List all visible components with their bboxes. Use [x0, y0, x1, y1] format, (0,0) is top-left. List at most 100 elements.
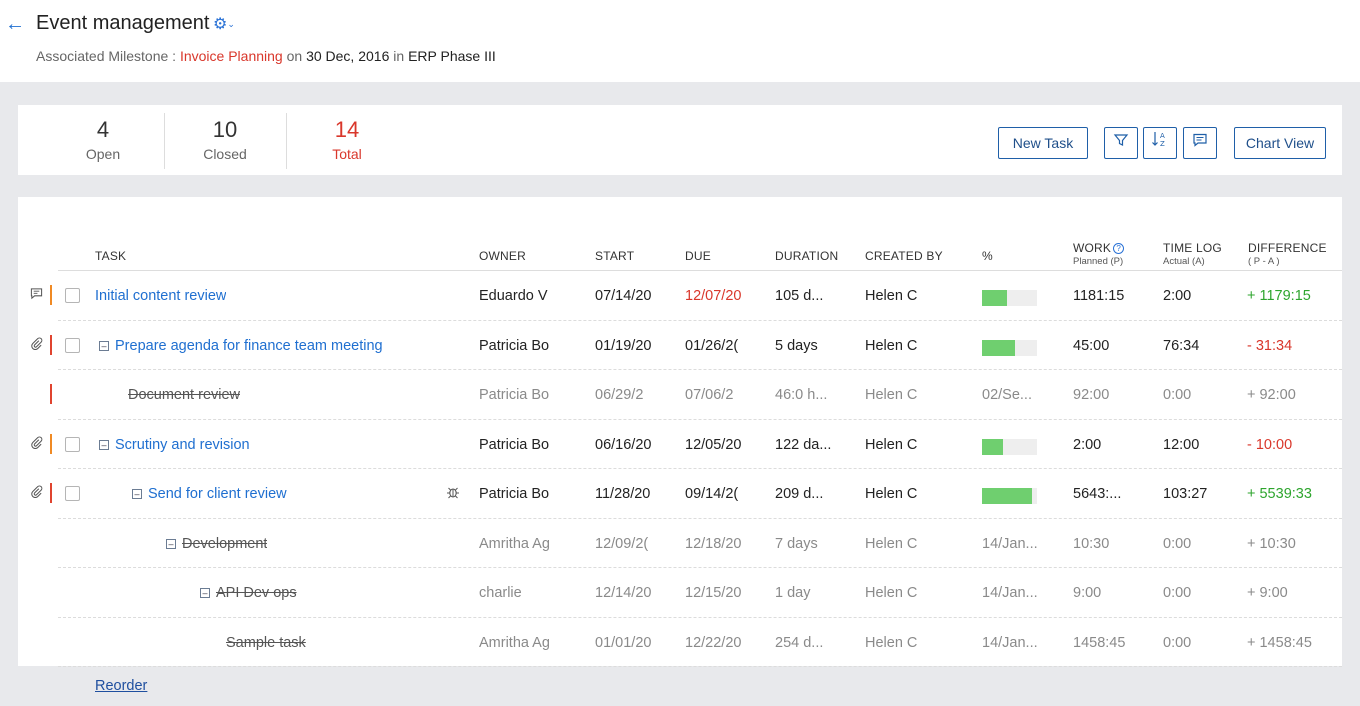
new-task-button[interactable]: New Task: [998, 127, 1088, 159]
task-cell: – Development: [166, 535, 267, 553]
time-log-cell: 0:00: [1163, 585, 1192, 601]
task-checkbox[interactable]: [65, 486, 80, 501]
chart-view-button[interactable]: Chart View: [1234, 127, 1326, 159]
paperclip-icon[interactable]: [30, 337, 43, 355]
col-created-by[interactable]: CREATED BY: [865, 249, 943, 263]
priority-indicator: [50, 433, 52, 454]
created-by-cell: Helen C: [865, 337, 918, 354]
task-name[interactable]: Scrutiny and revision: [115, 436, 250, 453]
task-name[interactable]: Document review: [128, 387, 241, 403]
duration-cell: 105 d...: [775, 288, 824, 304]
due-cell: 07/06/2: [685, 387, 734, 403]
task-checkbox[interactable]: [65, 337, 80, 353]
comment-icon[interactable]: [1183, 127, 1217, 159]
table-row[interactable]: – API Dev ops charlie 12/14/20 12/15/20 1 day…: [18, 568, 1342, 618]
due-cell: 12/07/20: [685, 288, 742, 304]
bug-icon[interactable]: [446, 485, 460, 502]
due-cell: 09/14/2(: [685, 486, 739, 502]
col-work-sub: Planned (P): [1073, 256, 1124, 267]
table-row[interactable]: Initial content review Eduardo V 07/14/20 1…: [18, 271, 1342, 321]
task-cell: – API Dev ops: [200, 584, 297, 602]
col-time-log-sub: Actual (A): [1163, 256, 1205, 267]
paperclip-icon[interactable]: [30, 485, 43, 503]
table-row[interactable]: Sample task Amritha Ag 01/01/20 12/22/20 254…: [18, 618, 1342, 667]
reorder-link[interactable]: Reorder: [95, 678, 148, 694]
duration-cell: 46:0 h...: [775, 387, 828, 403]
paperclip-icon[interactable]: [30, 436, 43, 454]
created-by-cell: Helen C: [865, 535, 918, 552]
task-checkbox[interactable]: [65, 288, 80, 303]
task-name[interactable]: Prepare agenda for finance team meeting: [115, 337, 383, 354]
help-icon[interactable]: ?: [1113, 243, 1125, 254]
progress-fill: [982, 438, 1003, 455]
row-divider: [58, 567, 1342, 568]
duration-cell: 122 da...: [775, 436, 832, 453]
table-row[interactable]: – Scrutiny and revision Patricia Bo 06/16/2…: [18, 420, 1342, 469]
work-cell: 1181:15: [1073, 288, 1125, 304]
table-row[interactable]: – Send for client review Patricia Bo 11/28/…: [18, 469, 1342, 519]
owner-cell: charlie: [479, 585, 522, 601]
col-start[interactable]: START: [595, 249, 635, 263]
gear-dropdown-icon[interactable]: ⚙⌄: [213, 16, 235, 33]
closed-count: 10: [212, 117, 238, 142]
progress-fill: [982, 290, 1007, 306]
total-label: Total: [332, 146, 362, 162]
work-cell: 92:00: [1073, 387, 1110, 403]
col-percent[interactable]: %: [982, 249, 993, 263]
row-divider: [58, 666, 1342, 667]
page-header: ← Event management ⚙⌄ Associated Milesto…: [0, 0, 1360, 82]
total-stat[interactable]: 14 Total: [287, 115, 407, 163]
col-duration[interactable]: DURATION: [775, 249, 839, 263]
col-work[interactable]: WORK? Planned (P): [1073, 241, 1125, 267]
col-due[interactable]: DUE: [685, 249, 711, 263]
created-by-cell: Helen C: [865, 585, 918, 601]
difference-cell: + 9:00: [1247, 585, 1288, 601]
col-time-log[interactable]: TIME LOG Actual (A): [1163, 241, 1222, 267]
row-divider: [58, 616, 1342, 618]
percent-cell: 14/Jan...: [982, 634, 1038, 651]
task-cell: Initial content review: [95, 287, 226, 305]
arrow-left-icon[interactable]: ←: [5, 13, 25, 35]
filter-icon[interactable]: [1104, 127, 1138, 159]
task-name[interactable]: Development: [182, 535, 268, 552]
comment-icon[interactable]: [30, 287, 43, 305]
collapse-icon[interactable]: –: [99, 439, 109, 450]
created-by-cell: Helen C: [865, 387, 918, 403]
table-row[interactable]: – Prepare agenda for finance team meeting…: [18, 321, 1342, 370]
time-log-cell: 0:00: [1163, 387, 1192, 403]
collapse-icon[interactable]: –: [200, 588, 210, 598]
table-row[interactable]: – Development Amritha Ag 12/09/2(12/18/20 7 …: [18, 519, 1342, 568]
duration-cell: 7 days: [775, 535, 818, 552]
collapse-icon[interactable]: –: [132, 489, 142, 499]
work-cell: 2:00: [1073, 436, 1102, 453]
task-name[interactable]: Sample task: [226, 634, 306, 651]
start-cell: 01/19/20: [595, 337, 652, 354]
percent-cell: 02/Se...: [982, 387, 1032, 403]
task-cell: – Send for client review: [132, 485, 287, 503]
owner-cell: Patricia Bo: [479, 387, 550, 403]
task-name[interactable]: Send for client review: [148, 486, 287, 502]
on-word: on: [286, 48, 303, 64]
open-stat[interactable]: 4 Open: [43, 115, 163, 163]
closed-stat[interactable]: 10 Closed: [165, 115, 285, 163]
start-cell: 06/16/20: [595, 436, 652, 453]
difference-cell: - 31:34: [1247, 337, 1293, 354]
table-row[interactable]: Document review Patricia Bo 06/29/2 07/06/2…: [18, 370, 1342, 420]
col-difference[interactable]: DIFFERENCE ( P - A ): [1248, 241, 1327, 267]
task-checkbox[interactable]: [65, 436, 80, 452]
collapse-icon[interactable]: –: [166, 538, 176, 549]
task-name[interactable]: Initial content review: [95, 288, 227, 304]
col-task[interactable]: TASK: [95, 249, 127, 263]
duration-cell: 1 day: [775, 585, 811, 601]
duration-cell: 5 days: [775, 337, 818, 354]
progress-fill: [982, 339, 1015, 356]
created-by-cell: Helen C: [865, 634, 918, 651]
due-cell: 12/22/20: [685, 634, 742, 651]
milestone-link[interactable]: Invoice Planning: [179, 48, 283, 64]
progress-fill: [982, 488, 1032, 504]
col-owner[interactable]: OWNER: [479, 249, 526, 263]
collapse-icon[interactable]: –: [99, 340, 109, 351]
task-name[interactable]: API Dev ops: [216, 585, 297, 601]
